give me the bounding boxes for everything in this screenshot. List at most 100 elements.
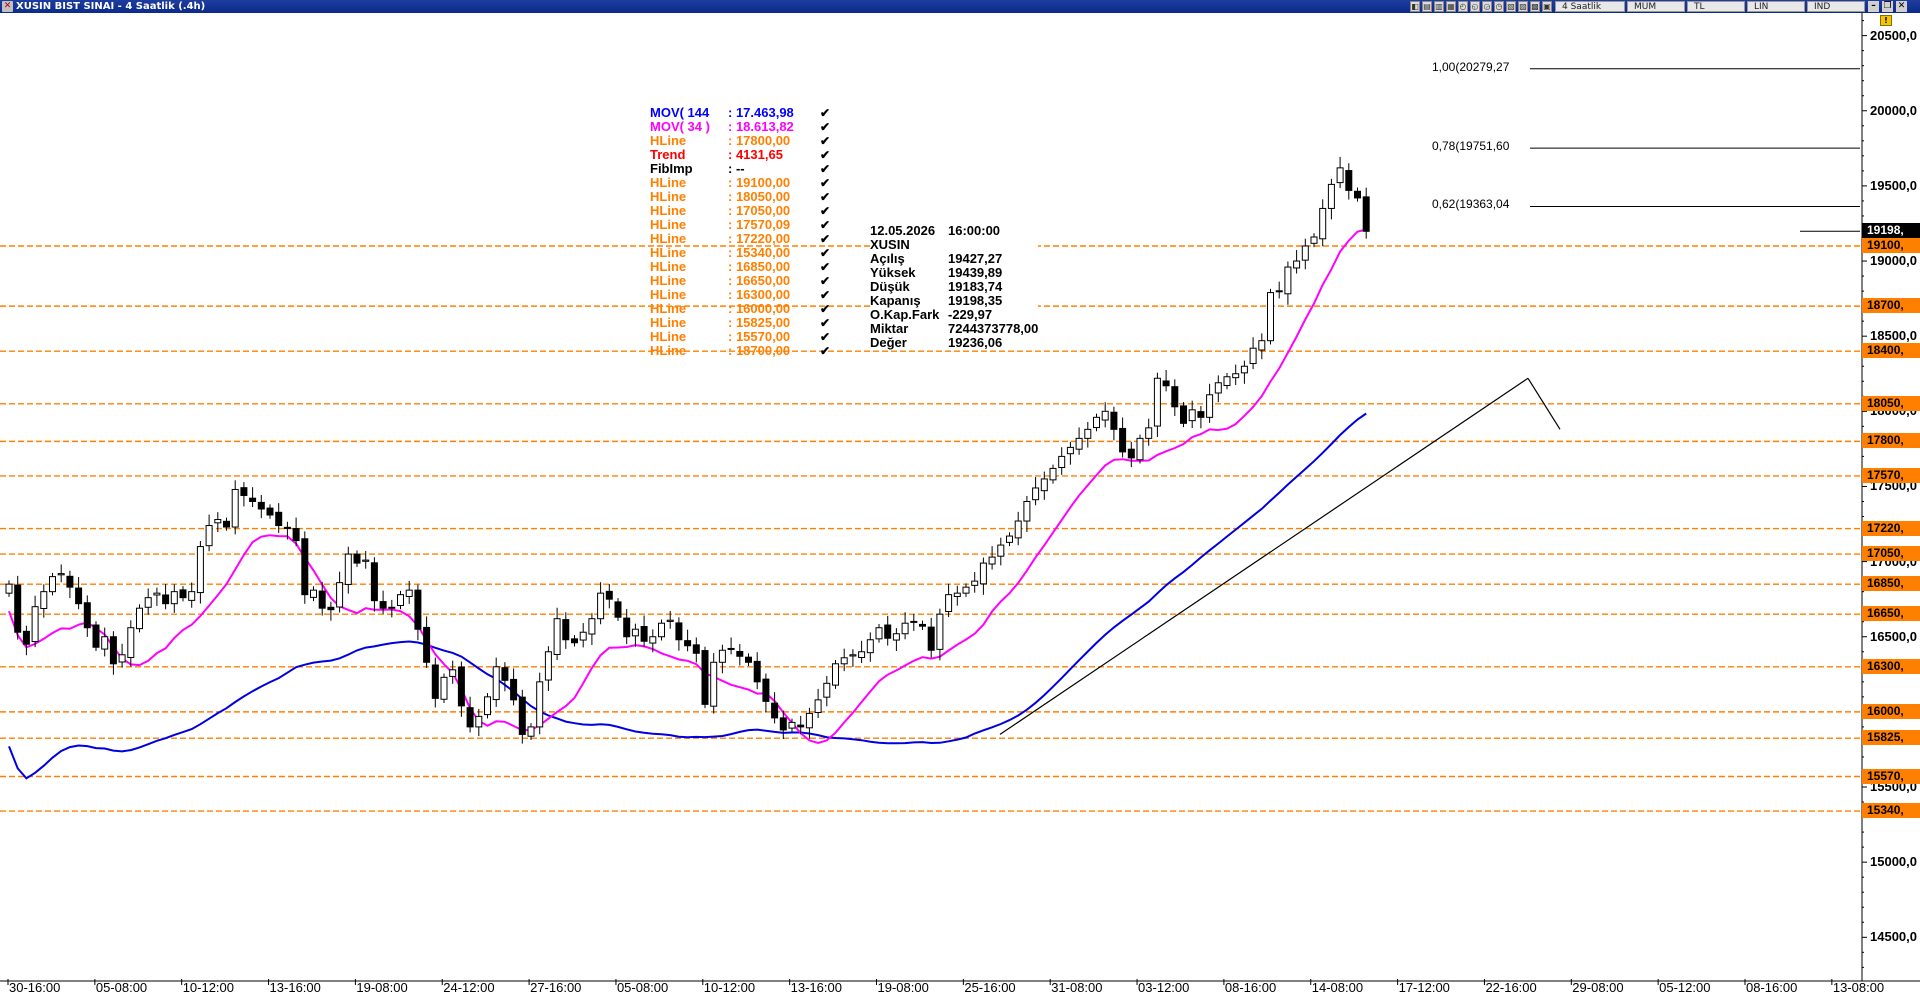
warning-icon[interactable]: ! xyxy=(1880,15,1892,26)
candle-body xyxy=(1336,167,1344,184)
check-icon[interactable]: ✔ xyxy=(820,176,831,190)
check-icon[interactable]: ✔ xyxy=(820,232,831,246)
restore-icon[interactable]: ❐ xyxy=(1882,1,1893,12)
indicator-row[interactable]: HLine: 17800,00 ✔ xyxy=(650,134,830,149)
x-tick-label: 31-08:00 xyxy=(1051,980,1103,995)
check-icon[interactable]: ✔ xyxy=(820,288,831,302)
indicator-value: : 17570,09 xyxy=(728,217,791,232)
indicator-row[interactable]: FibImp: -- ✔ xyxy=(650,162,830,177)
info-row: Değer 19236,06 xyxy=(870,336,1038,350)
check-icon[interactable]: ✔ xyxy=(820,218,831,232)
check-icon[interactable]: ✔ xyxy=(820,302,831,316)
check-icon[interactable]: ✔ xyxy=(820,120,831,134)
indicator-row[interactable]: HLine: 17220,00 ✔ xyxy=(650,232,830,247)
candle-body xyxy=(397,594,404,606)
indicator-row[interactable]: HLine: 19100,00 ✔ xyxy=(650,176,830,191)
x-tick-label: 08-16:00 xyxy=(1746,980,1798,995)
info-key: Yüksek xyxy=(870,265,916,280)
candle-body xyxy=(118,654,126,663)
check-icon[interactable]: ✔ xyxy=(820,246,831,260)
toolbar-icon[interactable]: ◷ xyxy=(1494,1,1504,12)
currency-select[interactable]: TL xyxy=(1687,1,1745,12)
toolbar-icon[interactable]: ▤ xyxy=(1422,1,1432,12)
period-select[interactable]: 4 Saatlik xyxy=(1555,1,1625,12)
check-icon[interactable]: ✔ xyxy=(820,204,831,218)
candle-body xyxy=(1206,394,1214,418)
indicator-value: : 16000,00 xyxy=(728,301,791,316)
candle-body xyxy=(762,678,770,702)
candle-body xyxy=(466,707,474,728)
indicator-name: HLine xyxy=(650,217,687,232)
candle-body xyxy=(666,619,674,622)
candle-body xyxy=(953,592,961,597)
indicator-row[interactable]: HLine: 18700,00 ✔ xyxy=(650,344,830,359)
indicator-row[interactable]: HLine: 16300,00 ✔ xyxy=(650,288,830,303)
indicator-row[interactable]: Trend: 4131,65 ✔ xyxy=(650,148,830,163)
indicator-row[interactable]: MOV( 144: 17.463,98 ✔ xyxy=(650,106,830,121)
check-icon[interactable]: ✔ xyxy=(820,106,831,120)
indicator-row[interactable]: HLine: 16000,00 ✔ xyxy=(650,301,830,317)
info-key: Miktar xyxy=(870,321,909,336)
check-icon[interactable]: ✔ xyxy=(820,260,831,274)
toolbar-icon[interactable]: ▨ xyxy=(1518,1,1528,12)
indicator-row[interactable]: HLine: 17050,00 ✔ xyxy=(650,204,830,219)
indicator-row[interactable]: HLine: 18050,00 ✔ xyxy=(650,190,830,205)
indicator-row[interactable]: HLine: 16650,00 ✔ xyxy=(650,274,830,289)
indicator-row[interactable]: HLine : 15570,00 ✔ xyxy=(650,329,830,345)
candle-body xyxy=(405,589,413,597)
toolbar-icon[interactable]: ◴ xyxy=(1458,1,1468,12)
hline-price-tag: 16300, xyxy=(1862,658,1920,674)
chart-style-select[interactable]: MUM xyxy=(1627,1,1685,12)
toolbar-icon[interactable]: ▣ xyxy=(1542,1,1552,12)
check-icon[interactable]: ✔ xyxy=(820,162,831,176)
indicator-row[interactable]: HLine : 17570,09 ✔ xyxy=(650,217,830,233)
toolbar-icon[interactable]: ◵ xyxy=(1470,1,1480,12)
check-icon[interactable]: ✔ xyxy=(820,316,831,330)
toolbar-icon[interactable]: ▧ xyxy=(1506,1,1516,12)
candle-body xyxy=(1171,386,1179,408)
hline-price-tag: 18700, xyxy=(1862,298,1920,314)
hline-price-tag: 15570, xyxy=(1862,768,1920,784)
candle-body xyxy=(231,488,239,528)
candle-body xyxy=(1093,416,1100,429)
fib-label: 0,62(19363,04 xyxy=(1432,197,1510,212)
candlestick-chart[interactable] xyxy=(0,13,1920,995)
check-icon[interactable]: ✔ xyxy=(820,274,831,288)
hline-price-tag: 16000, xyxy=(1862,703,1920,719)
check-icon[interactable]: ✔ xyxy=(820,134,831,148)
hline-price-tag: 17570, xyxy=(1862,467,1920,483)
minimize-icon[interactable]: – xyxy=(1868,1,1879,12)
scale-select[interactable]: LIN xyxy=(1747,1,1805,12)
indicator-name: HLine xyxy=(650,329,687,344)
indicator-row[interactable]: HLine: 15340,00 ✔ xyxy=(650,246,830,261)
toolbar-icon[interactable]: ▦ xyxy=(1446,1,1456,12)
indicator-value: : 15570,00 xyxy=(728,329,791,344)
check-icon[interactable]: ✔ xyxy=(820,190,831,204)
candle-body xyxy=(692,644,700,654)
close-icon[interactable]: ✕ xyxy=(1896,1,1907,12)
mode-select[interactable]: IND xyxy=(1807,1,1865,12)
candle-body xyxy=(83,602,91,629)
candle-body xyxy=(1023,500,1031,522)
info-row: Kapanış 19198,35 xyxy=(870,294,1038,308)
check-icon[interactable]: ✔ xyxy=(820,330,831,344)
indicator-row[interactable]: HLine: 16850,00 ✔ xyxy=(650,259,830,275)
check-icon[interactable]: ✔ xyxy=(820,344,831,358)
candle-body xyxy=(40,591,48,609)
hline-price-tag: 18050, xyxy=(1862,395,1920,411)
toolbar-icon[interactable]: ▩ xyxy=(1530,1,1540,12)
candle-body xyxy=(379,601,387,609)
indicator-name: HLine xyxy=(650,259,687,274)
candle-body xyxy=(553,618,561,655)
candle-body xyxy=(1345,170,1353,191)
check-icon[interactable]: ✔ xyxy=(820,148,831,162)
candle-body xyxy=(223,520,230,528)
candle-body xyxy=(623,617,631,638)
info-row: Açılış 19427,27 xyxy=(870,252,1038,266)
indicator-row[interactable]: MOV( 34 ): 18.613,82 ✔ xyxy=(650,120,830,135)
toolbar-icon[interactable]: ◧ xyxy=(1410,1,1420,12)
toolbar-icon[interactable]: ◶ xyxy=(1482,1,1492,12)
indicator-row[interactable]: HLine: 15825,00 ✔ xyxy=(650,316,830,331)
candle-body xyxy=(484,696,491,716)
toolbar-icon[interactable]: ▥ xyxy=(1434,1,1444,12)
